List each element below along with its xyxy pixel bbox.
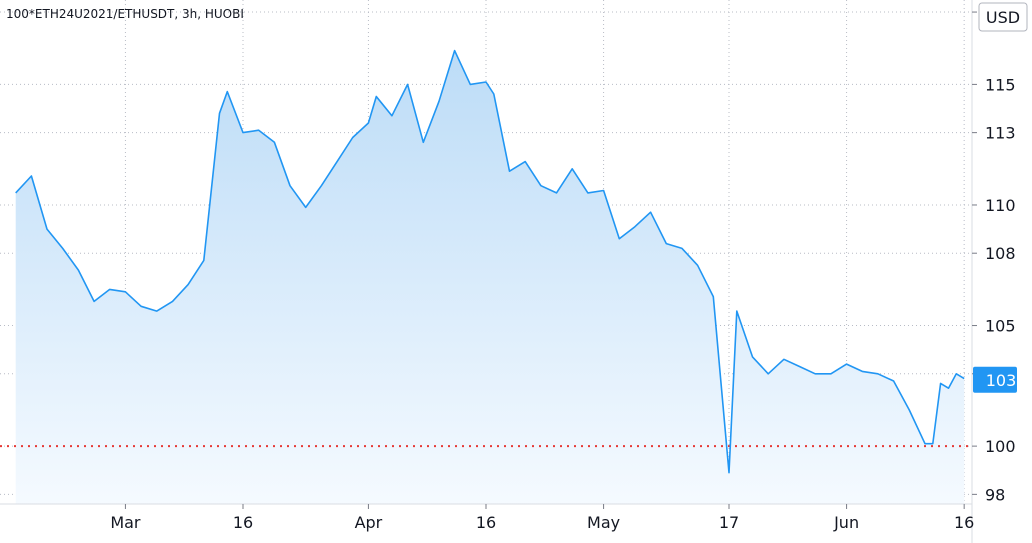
y-tick-label: 110 <box>985 196 1016 215</box>
y-tick-label: 113 <box>985 124 1016 143</box>
x-tick-label: Mar <box>110 513 141 532</box>
currency-box[interactable] <box>978 2 1028 32</box>
price-line <box>15 49 965 474</box>
last-price-tag: 103 <box>973 366 1017 393</box>
y-tick-label: 108 <box>985 244 1016 263</box>
currency-label: USD <box>986 8 1020 27</box>
chart-title: 100*ETH24U2021/ETHUSDT, 3h, HUOBI <box>6 7 244 21</box>
price-area <box>15 50 965 504</box>
y-tick-label: 100 <box>985 437 1016 456</box>
y-tick-label: 105 <box>985 317 1016 336</box>
x-tick-label: Jun <box>833 513 859 532</box>
x-tick-label: 17 <box>719 513 739 532</box>
time-axis[interactable]: Mar 16 Apr 16 May 17 Jun 16 <box>110 504 974 532</box>
price-axis[interactable]: 98100103105108110113115118 <box>972 3 1016 504</box>
x-tick-label: Apr <box>355 513 383 532</box>
last-price-label: 103 <box>986 371 1017 390</box>
y-tick-label: 115 <box>985 75 1016 94</box>
y-tick-label: 98 <box>985 485 1005 504</box>
x-tick-label: 16 <box>476 513 496 532</box>
x-tick-label: May <box>587 513 620 532</box>
x-tick-label: 16 <box>233 513 253 532</box>
x-tick-label: 16 <box>954 513 974 532</box>
last-price-tag-bg <box>973 366 1017 393</box>
